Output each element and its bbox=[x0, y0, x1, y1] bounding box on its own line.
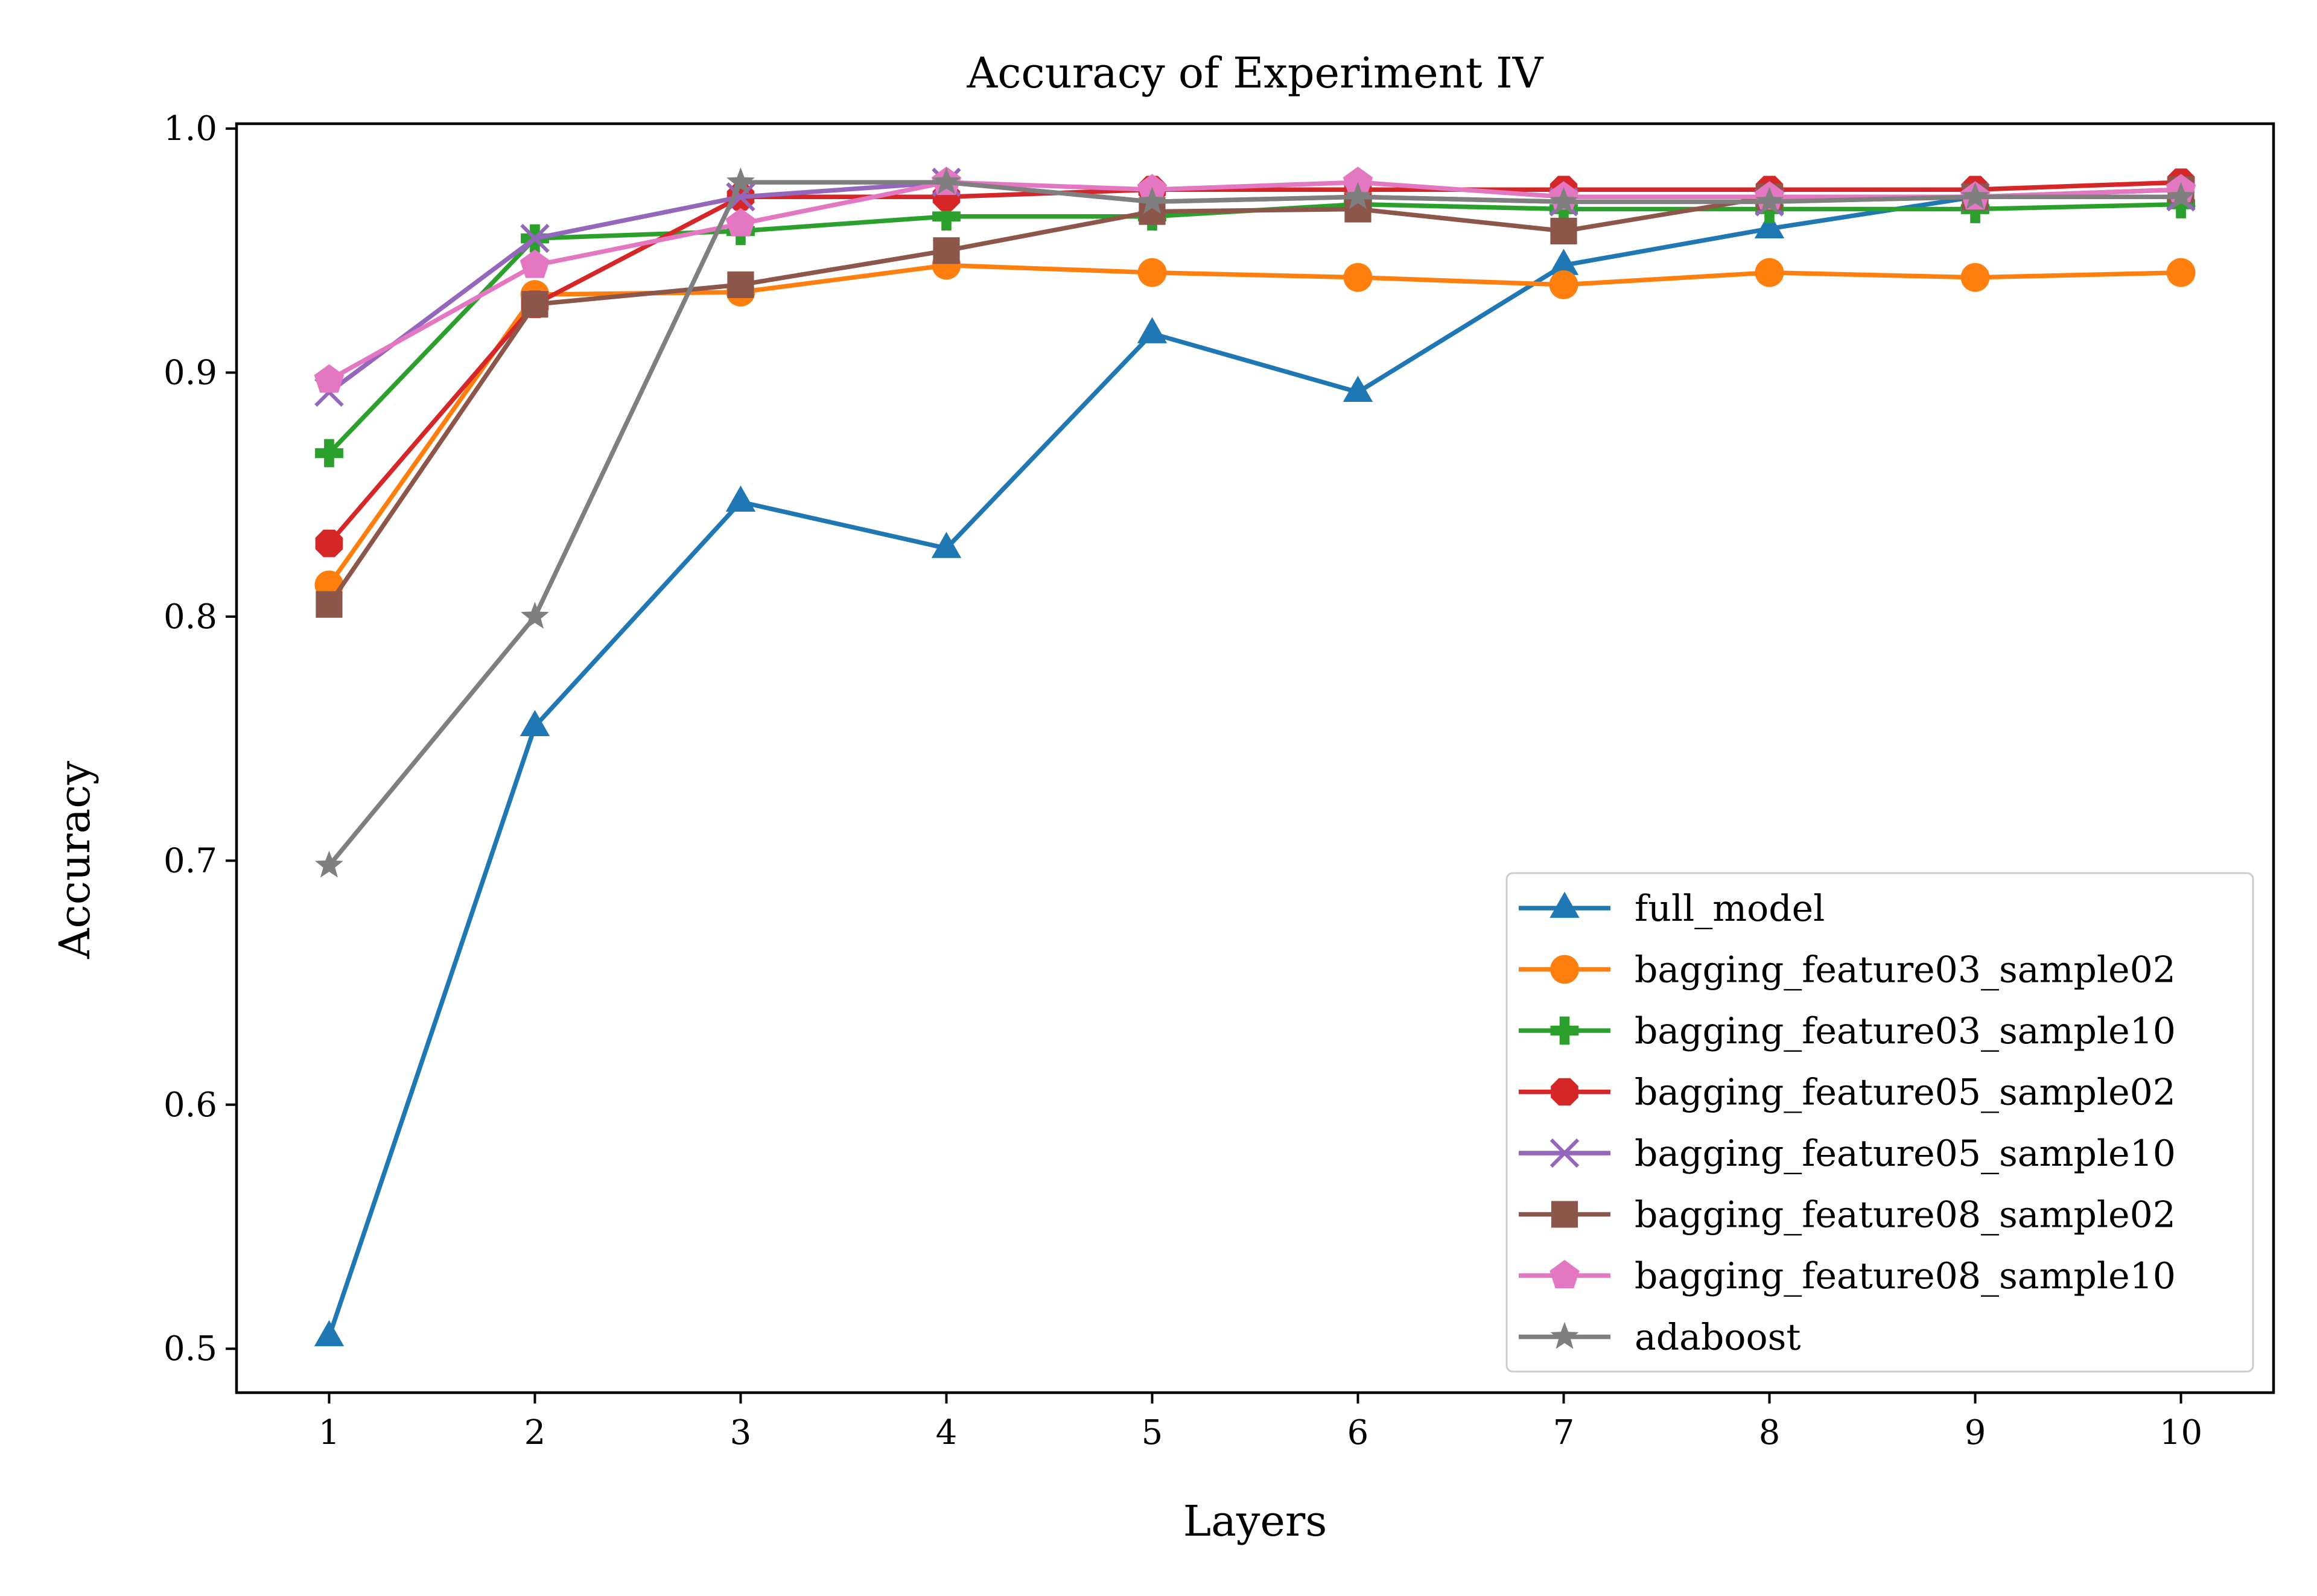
plot-area: 1 2 3 4 5 6 7 8 9 10 0.5 0.6 0.7 0.8 0.9 1.0 bbox=[164, 109, 2275, 1452]
data-point bbox=[315, 439, 343, 468]
legend: full_model bagging_feature03_sample02bagg… bbox=[1505, 872, 2254, 1373]
data-point bbox=[2167, 190, 2195, 218]
legend-marker bbox=[1551, 1201, 1578, 1228]
x-tick-label: 3 bbox=[730, 1413, 752, 1452]
data-point bbox=[520, 710, 550, 736]
data-point bbox=[1961, 182, 1989, 209]
chart-title: Accuracy of Experiment IV bbox=[967, 48, 1544, 98]
legend-marker bbox=[1551, 1078, 1578, 1106]
data-point bbox=[314, 364, 345, 393]
legend-box bbox=[1505, 872, 2254, 1373]
legend-label: bagging_feature08_sample10 bbox=[1635, 1255, 2176, 1297]
data-point bbox=[932, 202, 961, 231]
data-point bbox=[1344, 182, 1372, 209]
legend-item-bagging_feature03_sample10: bagging_feature03_sample10 bbox=[1519, 1010, 2176, 1052]
data-point bbox=[2166, 258, 2196, 287]
y-tick-label: 0.9 bbox=[164, 354, 217, 393]
data-point bbox=[1754, 212, 1785, 238]
legend-marker bbox=[1550, 955, 1579, 984]
legend-item-adaboost: adaboost bbox=[1519, 1317, 1801, 1359]
data-point bbox=[726, 167, 755, 194]
data-point bbox=[1137, 258, 1167, 287]
x-tick-label: 9 bbox=[1965, 1413, 1986, 1452]
y-tick-label: 0.6 bbox=[164, 1086, 217, 1125]
legend-item-bagging_feature03_sample02: bagging_feature03_sample02 bbox=[1519, 949, 2176, 991]
x-tick-label: 1 bbox=[319, 1413, 340, 1452]
legend-item-bagging_feature08_sample10: bagging_feature08_sample10 bbox=[1519, 1255, 2176, 1297]
data-point bbox=[1550, 217, 1577, 245]
data-point bbox=[1549, 186, 1578, 214]
x-tick-label: 10 bbox=[2160, 1413, 2202, 1452]
x-tick-label: 6 bbox=[1347, 1413, 1369, 1452]
x-tick-label: 2 bbox=[524, 1413, 546, 1452]
plot-frame bbox=[235, 122, 2275, 1394]
data-point bbox=[1960, 262, 1990, 292]
data-point bbox=[521, 291, 548, 318]
legend-label: bagging_feature08_sample02 bbox=[1635, 1194, 2176, 1236]
legend-marker bbox=[1550, 1321, 1579, 1349]
data-point bbox=[520, 223, 550, 253]
data-point bbox=[1137, 317, 1168, 343]
data-point bbox=[933, 237, 960, 264]
data-point bbox=[1343, 375, 1373, 402]
data-point bbox=[2167, 182, 2195, 209]
data-point bbox=[520, 249, 550, 278]
data-point bbox=[1343, 167, 1373, 196]
data-point bbox=[1138, 186, 1166, 214]
y-tick-label: 0.8 bbox=[164, 597, 217, 637]
data-point bbox=[315, 529, 343, 558]
series-line bbox=[327, 180, 2181, 867]
y-tick-label: 1.0 bbox=[164, 109, 217, 148]
data-point bbox=[727, 271, 754, 299]
data-point bbox=[315, 850, 343, 878]
series-line bbox=[326, 194, 2181, 1338]
series-adaboost bbox=[315, 167, 2195, 878]
legend-marker bbox=[1549, 1260, 1580, 1288]
legend-marker bbox=[1549, 891, 1580, 918]
data-point bbox=[1755, 258, 1784, 287]
x-tick-label: 5 bbox=[1142, 1413, 1163, 1452]
legend-item-bagging_feature05_sample10: bagging_feature05_sample10 bbox=[1519, 1133, 2176, 1175]
x-tick-label: 4 bbox=[936, 1413, 958, 1452]
series-bagging_feature03_sample02 bbox=[314, 250, 2196, 600]
legend-label: bagging_feature03_sample10 bbox=[1635, 1010, 2176, 1052]
data-point bbox=[725, 208, 756, 237]
y-tick-label: 0.5 bbox=[164, 1329, 217, 1369]
legend-item-bagging_feature08_sample02: bagging_feature08_sample02 bbox=[1519, 1194, 2176, 1236]
data-point bbox=[521, 602, 549, 629]
legend-item-bagging_feature05_sample02: bagging_feature05_sample02 bbox=[1519, 1072, 2176, 1114]
data-point bbox=[725, 485, 756, 512]
data-point bbox=[316, 591, 343, 618]
legend-label: adaboost bbox=[1635, 1317, 1801, 1359]
data-point bbox=[314, 1320, 345, 1347]
data-point bbox=[1549, 270, 1578, 299]
legend-marker bbox=[1549, 1138, 1580, 1168]
series-line bbox=[327, 180, 2181, 545]
data-point bbox=[1548, 249, 1579, 275]
legend-marker bbox=[1550, 1016, 1579, 1045]
x-axis-label: Layers bbox=[1183, 1496, 1327, 1546]
legend-item-full_model: full_model bbox=[1519, 888, 1825, 930]
legend-label: bagging_feature03_sample02 bbox=[1635, 949, 2176, 991]
legend-label: full_model bbox=[1635, 888, 1825, 930]
y-tick-label: 0.7 bbox=[164, 841, 217, 880]
data-point bbox=[1343, 262, 1373, 292]
series-line bbox=[328, 180, 2181, 382]
data-point bbox=[1755, 186, 1784, 214]
data-point bbox=[932, 167, 961, 194]
legend-label: bagging_feature05_sample10 bbox=[1635, 1133, 2176, 1175]
y-axis-label: Accuracy bbox=[50, 761, 100, 959]
legend-label: bagging_feature05_sample02 bbox=[1635, 1072, 2176, 1114]
data-point bbox=[931, 532, 962, 558]
x-tick-label: 7 bbox=[1553, 1413, 1575, 1452]
x-tick-label: 8 bbox=[1759, 1413, 1781, 1452]
